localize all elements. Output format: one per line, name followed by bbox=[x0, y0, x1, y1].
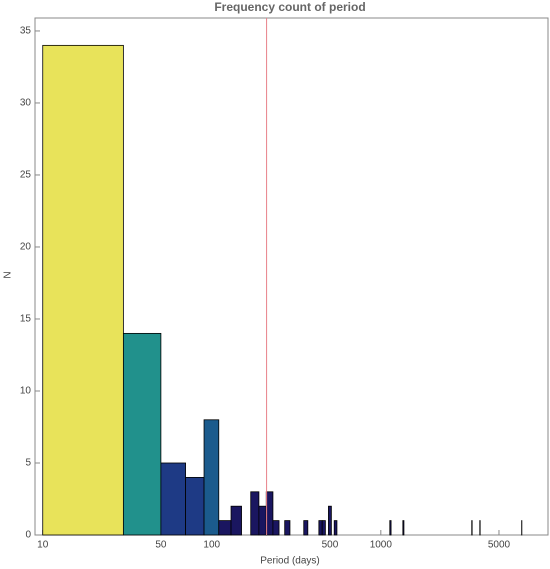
bar bbox=[303, 520, 309, 536]
bar bbox=[203, 419, 220, 536]
x-tick-label: 50 bbox=[155, 540, 167, 551]
y-tick-label: 25 bbox=[20, 170, 32, 181]
bar bbox=[258, 505, 267, 536]
x-tick-label: 500 bbox=[322, 540, 339, 551]
bar bbox=[272, 520, 280, 536]
bar bbox=[328, 505, 332, 536]
bar bbox=[122, 332, 162, 536]
bar bbox=[42, 44, 124, 536]
bar bbox=[402, 520, 405, 536]
x-tick-label: 1000 bbox=[370, 540, 393, 551]
y-axis-label: N bbox=[3, 271, 14, 278]
y-tick-label: 15 bbox=[20, 314, 32, 325]
bar bbox=[160, 462, 186, 536]
x-tick-label: 5000 bbox=[488, 540, 511, 551]
x-axis-label: Period (days) bbox=[260, 556, 319, 567]
bar bbox=[218, 520, 232, 536]
y-tick-label: 20 bbox=[20, 242, 32, 253]
y-tick-label: 35 bbox=[20, 26, 32, 37]
bar bbox=[284, 520, 291, 536]
x-tick-label: 10 bbox=[37, 540, 49, 551]
plot-frame bbox=[34, 17, 549, 536]
bar bbox=[230, 505, 242, 536]
y-tick-label: 5 bbox=[25, 458, 31, 469]
bar bbox=[333, 520, 338, 536]
y-tick-label: 30 bbox=[20, 98, 32, 109]
bar bbox=[321, 520, 326, 536]
y-tick-label: 0 bbox=[25, 530, 31, 541]
chart-title: Frequency count of period bbox=[214, 0, 365, 14]
bar bbox=[318, 520, 323, 536]
bar bbox=[265, 491, 274, 536]
bar bbox=[389, 520, 392, 536]
y-tick-label: 10 bbox=[20, 386, 32, 397]
x-tick-label: 100 bbox=[203, 540, 220, 551]
bar bbox=[250, 491, 260, 536]
bar bbox=[185, 476, 205, 536]
